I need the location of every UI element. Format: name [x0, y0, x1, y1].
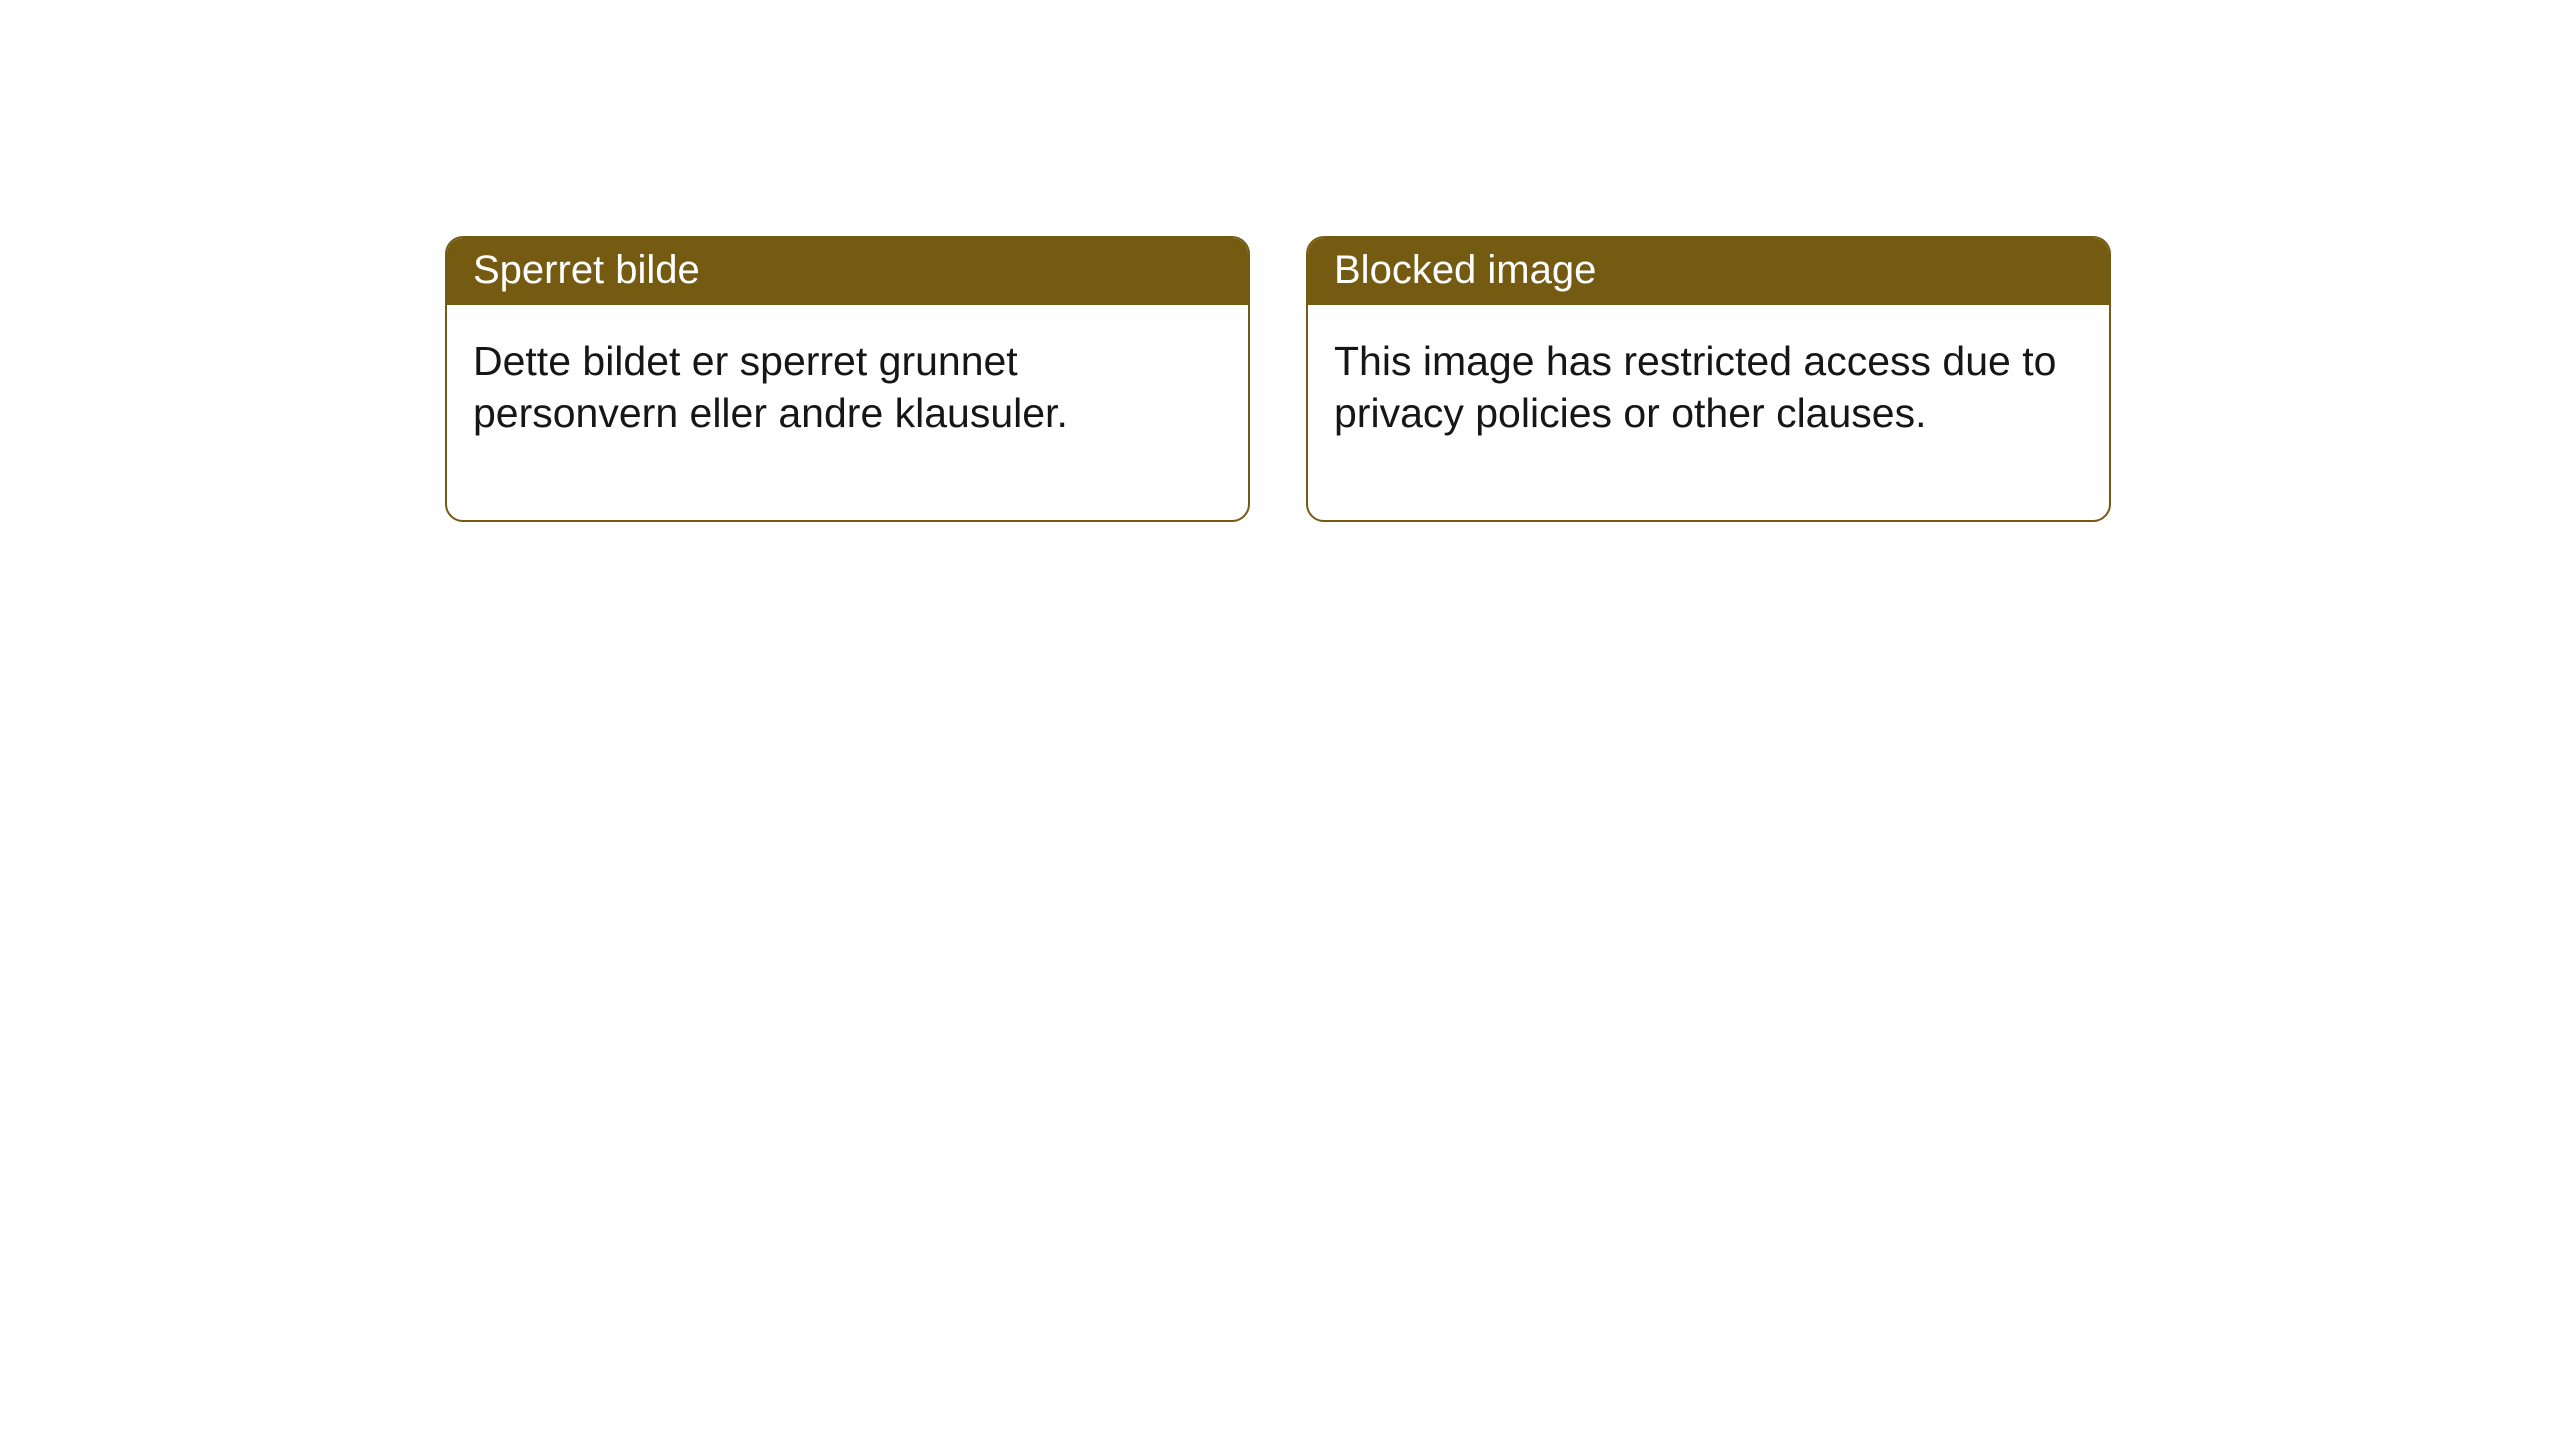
- notice-card-body: Dette bildet er sperret grunnet personve…: [447, 305, 1248, 520]
- notice-card-title: Blocked image: [1308, 238, 2109, 305]
- notice-card-no: Sperret bilde Dette bildet er sperret gr…: [445, 236, 1250, 522]
- notice-cards-container: Sperret bilde Dette bildet er sperret gr…: [445, 236, 2111, 522]
- notice-card-body: This image has restricted access due to …: [1308, 305, 2109, 520]
- notice-card-title: Sperret bilde: [447, 238, 1248, 305]
- notice-card-en: Blocked image This image has restricted …: [1306, 236, 2111, 522]
